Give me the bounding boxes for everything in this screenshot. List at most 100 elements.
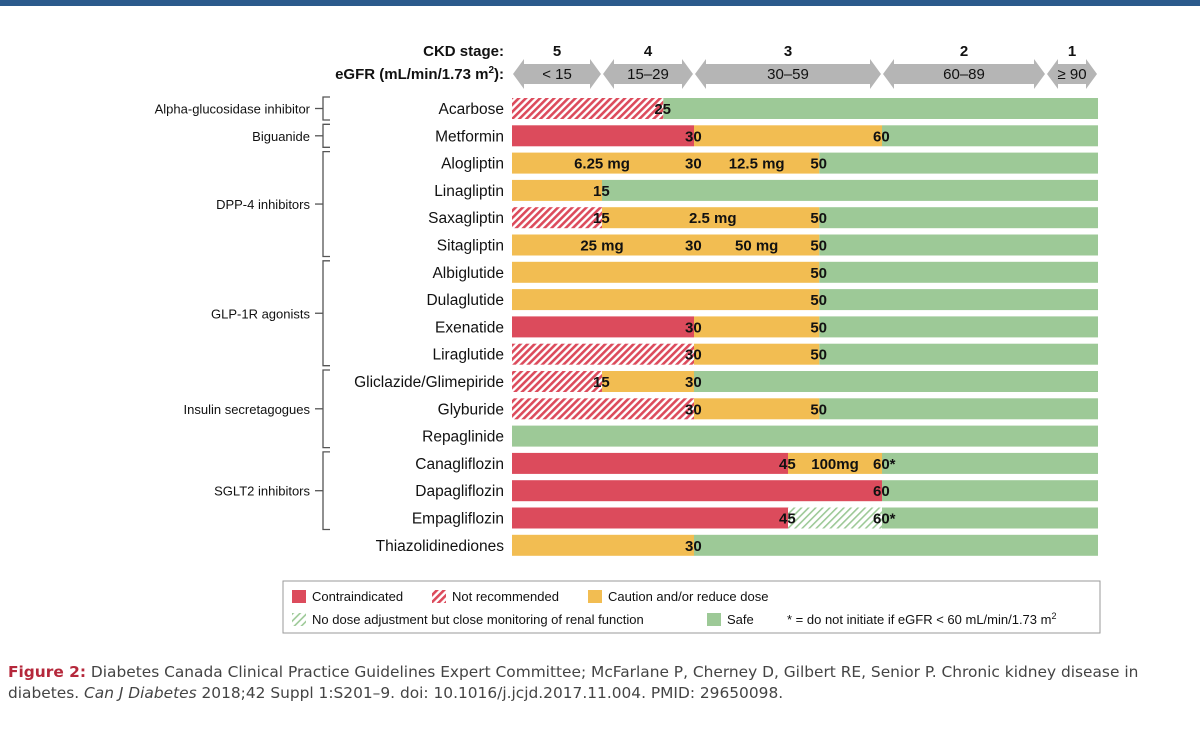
drug-row: Albiglutide 50 (432, 261, 1098, 283)
stage-range-3: 30–59 (767, 66, 809, 83)
drug-row: Dulaglutide 50 (426, 289, 1098, 311)
legend-contraindicated: Contraindicated (312, 589, 403, 604)
drug-name: Metformin (435, 128, 504, 145)
bar-segment-safe (882, 480, 1098, 502)
bar-segment-not_recommended (512, 398, 694, 420)
dose-note: 6.25 mg (574, 156, 630, 173)
bar-segment-safe (694, 534, 1098, 556)
bar-segment-safe (882, 507, 1098, 529)
bar-segment-safe (819, 207, 1098, 229)
drug-row: Alogliptin 6.25 mg 12.5 mg 30 50 (441, 152, 1098, 174)
legend-box (282, 580, 1101, 634)
legend-not-recommended: Not recommended (452, 589, 559, 604)
threshold-label: 45 (779, 511, 796, 528)
drug-name: Dapagliflozin (415, 483, 504, 500)
caption-text-2: 2018;42 Suppl 1:S201–9. doi: 10.1016/j.j… (196, 684, 784, 702)
drug-row: Liraglutide 30 50 (432, 343, 1098, 365)
drug-name: Repaglinide (422, 429, 504, 446)
ckd-drug-chart: CKD stage: eGFR (mL/min/1.73 m2): < 15 5 1… (155, 43, 1101, 634)
drug-row: Glyburide 30 50 (438, 398, 1098, 420)
figure-caption: Figure 2: Diabetes Canada Clinical Pract… (8, 662, 1193, 704)
caption-label: Figure 2: (8, 663, 87, 681)
drug-row: Canagliflozin 100mg 45 60* (415, 452, 1098, 474)
threshold-label: 30 (685, 347, 702, 364)
drug-name: Glyburide (438, 401, 504, 418)
threshold-label: 15 (593, 374, 610, 391)
drug-class-label: GLP-1R agonists (211, 306, 310, 321)
threshold-label: 50 (810, 265, 827, 282)
legend-caution: Caution and/or reduce dose (608, 589, 768, 604)
drug-name: Albiglutide (432, 265, 504, 282)
drug-name: Dulaglutide (426, 292, 504, 309)
drug-row: Linagliptin 15 (434, 179, 1098, 201)
stage-arrow-2 (883, 59, 1045, 89)
threshold-label: 50 (810, 292, 827, 309)
bar-segment-safe (819, 343, 1098, 365)
ckd-stage-label: CKD stage: (423, 43, 504, 60)
bar-segment-not_recommended (512, 343, 694, 365)
drug-class-brackets: Alpha-glucosidase inhibitor Biguanide DPP-… (155, 96, 330, 531)
threshold-label: 60 (873, 483, 890, 500)
dose-note: 2.5 mg (689, 210, 737, 227)
stage-number-3: 3 (784, 43, 792, 60)
bar-segment-caution (512, 261, 820, 283)
legend-footnote: * = do not initiate if eGFR < 60 mL/min/… (787, 611, 1056, 627)
stage-arrow-1 (1047, 59, 1097, 89)
stage-range-2: 60–89 (943, 66, 985, 83)
bar-segment-monitor (788, 507, 882, 529)
bar-segment-safe (819, 316, 1098, 338)
threshold-label: 30 (685, 238, 702, 255)
threshold-label: 50 (810, 156, 827, 173)
legend: Contraindicated Not recommended Caution … (282, 580, 1101, 634)
dose-note: 12.5 mg (729, 156, 785, 173)
bar-segment-safe (882, 452, 1098, 474)
dose-note: 100mg (811, 456, 859, 473)
drug-row: Exenatide 30 50 (435, 316, 1098, 338)
bar-segment-safe (819, 261, 1098, 283)
stage-arrow-4 (603, 59, 693, 89)
threshold-label: 50 (810, 238, 827, 255)
drug-row: Repaglinide (422, 425, 1098, 447)
stage-range-5: < 15 (542, 66, 572, 83)
stage-header: < 15 5 15–29 4 30–59 3 60–89 2 ≥ 90 1 (513, 43, 1097, 89)
drug-row: Sitagliptin 25 mg 50 mg 30 50 (437, 234, 1098, 256)
bar-segment-contraindicated (512, 507, 788, 529)
bar-segment-safe (819, 289, 1098, 311)
bar-segment-caution (512, 289, 820, 311)
bar-segment-contraindicated (512, 316, 694, 338)
drug-name: Saxagliptin (428, 210, 504, 227)
drug-row: Thiazolidinediones 30 (376, 534, 1098, 556)
bar-segment-safe (819, 152, 1098, 174)
bar-segment-safe (819, 234, 1098, 256)
drug-name: Acarbose (439, 101, 504, 118)
stage-arrow-5 (513, 59, 601, 89)
legend-swatch-caution (588, 590, 602, 603)
bar-segment-caution (512, 179, 602, 201)
bar-segment-caution (602, 371, 694, 392)
legend-swatch-monitor (292, 613, 306, 626)
group-bracket (322, 260, 330, 367)
threshold-label: 60* (873, 511, 896, 528)
drug-rows: Acarbose 25 Metformin 30 60 Alogliptin 6.25 mg… (354, 98, 1098, 556)
drug-name: Liraglutide (432, 347, 504, 364)
bar-segment-not_recommended (512, 207, 602, 229)
drug-row: Dapagliflozin 60 (415, 480, 1098, 502)
threshold-label: 25 (654, 101, 671, 118)
stage-range-4: 15–29 (627, 66, 669, 83)
bar-segment-caution (788, 452, 882, 474)
stage-arrow-3 (695, 59, 881, 89)
group-bracket (322, 451, 330, 531)
dose-note: 50 mg (735, 238, 778, 255)
threshold-label: 30 (685, 538, 702, 555)
bar-segment-caution (694, 125, 882, 147)
bar-segment-contraindicated (512, 480, 882, 502)
threshold-label: 50 (810, 347, 827, 364)
top-accent-bar (0, 0, 1200, 6)
bar-segment-safe (512, 425, 1098, 447)
legend-swatch-safe (707, 613, 721, 626)
bar-segment-safe (819, 398, 1098, 420)
drug-class-label: Alpha-glucosidase inhibitor (155, 102, 311, 117)
stage-number-1: 1 (1068, 43, 1076, 60)
drug-name: Linagliptin (434, 183, 504, 200)
drug-class-label: DPP-4 inhibitors (216, 197, 310, 212)
